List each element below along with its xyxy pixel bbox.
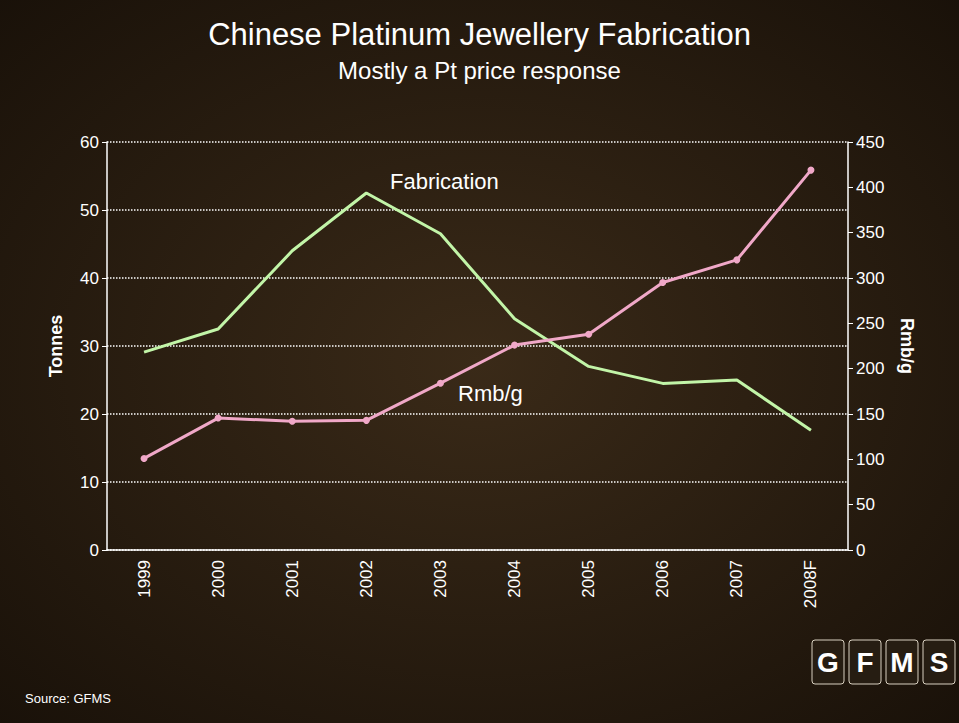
svg-text:0: 0 xyxy=(90,541,99,560)
svg-text:2007: 2007 xyxy=(727,560,746,598)
svg-text:350: 350 xyxy=(856,223,884,242)
svg-text:Rmb/g: Rmb/g xyxy=(458,381,523,406)
svg-text:400: 400 xyxy=(856,178,884,197)
svg-text:2006: 2006 xyxy=(653,560,672,598)
svg-text:250: 250 xyxy=(856,314,884,333)
svg-text:20: 20 xyxy=(80,405,99,424)
svg-text:2003: 2003 xyxy=(431,560,450,598)
svg-text:40: 40 xyxy=(80,269,99,288)
svg-text:2004: 2004 xyxy=(505,560,524,598)
svg-text:S: S xyxy=(930,647,949,678)
svg-text:50: 50 xyxy=(856,495,875,514)
svg-text:Rmb/g: Rmb/g xyxy=(897,318,917,374)
svg-text:200: 200 xyxy=(856,359,884,378)
svg-text:0: 0 xyxy=(856,541,865,560)
svg-text:30: 30 xyxy=(80,337,99,356)
svg-text:Tonnes: Tonnes xyxy=(46,315,66,378)
svg-text:100: 100 xyxy=(856,450,884,469)
svg-text:G: G xyxy=(817,647,839,678)
svg-text:2008F: 2008F xyxy=(801,560,820,608)
svg-text:Fabrication: Fabrication xyxy=(390,169,499,194)
svg-text:2005: 2005 xyxy=(579,560,598,598)
svg-text:60: 60 xyxy=(80,133,99,152)
svg-text:2001: 2001 xyxy=(283,560,302,598)
svg-text:F: F xyxy=(856,647,873,678)
svg-text:50: 50 xyxy=(80,201,99,220)
svg-text:M: M xyxy=(890,647,913,678)
svg-text:450: 450 xyxy=(856,133,884,152)
svg-text:Source: GFMS: Source: GFMS xyxy=(25,691,111,706)
svg-text:1999: 1999 xyxy=(135,560,154,598)
svg-text:2000: 2000 xyxy=(209,560,228,598)
svg-text:Chinese Platinum Jewellery Fab: Chinese Platinum Jewellery Fabrication xyxy=(208,17,751,52)
svg-text:150: 150 xyxy=(856,405,884,424)
svg-text:Mostly a Pt price response: Mostly a Pt price response xyxy=(338,57,621,84)
svg-text:10: 10 xyxy=(80,473,99,492)
svg-text:2002: 2002 xyxy=(357,560,376,598)
svg-text:300: 300 xyxy=(856,269,884,288)
